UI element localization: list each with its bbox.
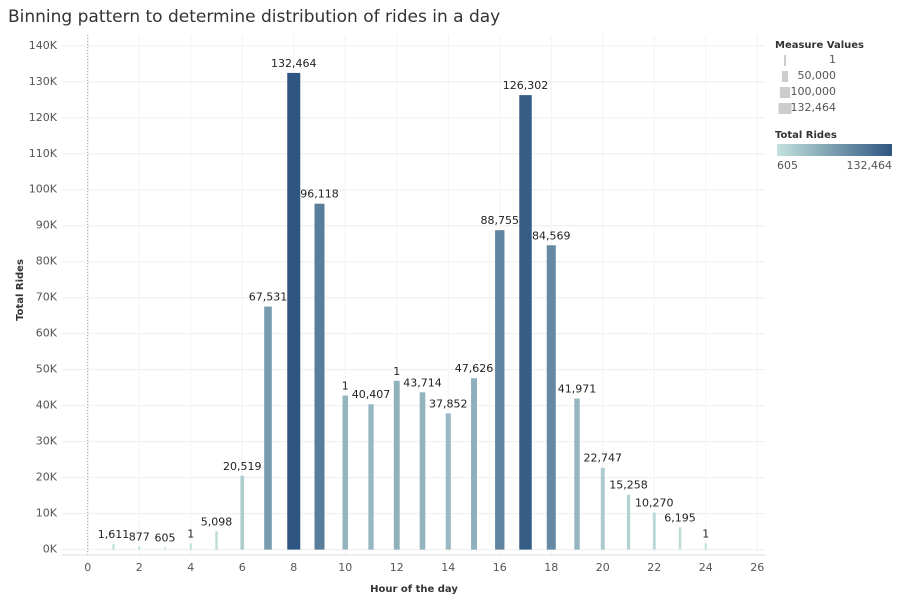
y-tick-label: 100K xyxy=(29,183,58,196)
color-legend-max: 132,464 xyxy=(847,159,893,172)
bar xyxy=(163,547,167,550)
bar xyxy=(112,543,115,550)
x-tick-label: 10 xyxy=(338,561,352,574)
color-legend-title: Total Rides xyxy=(775,130,837,141)
data-label: 15,258 xyxy=(609,479,648,492)
bar xyxy=(445,413,451,550)
data-label: 1 xyxy=(393,365,400,378)
data-label: 877 xyxy=(129,530,150,543)
data-label: 10,270 xyxy=(635,497,674,510)
bar xyxy=(264,306,272,550)
x-tick-label: 0 xyxy=(84,561,91,574)
data-label: 41,971 xyxy=(558,383,597,396)
y-tick-label: 30K xyxy=(36,435,58,448)
y-tick-label: 110K xyxy=(29,147,58,160)
x-tick-label: 14 xyxy=(441,561,455,574)
bar xyxy=(342,395,349,550)
size-legend-label: 50,000 xyxy=(798,69,837,82)
color-legend-min: 605 xyxy=(777,159,798,172)
x-tick-label: 12 xyxy=(390,561,404,574)
bar xyxy=(368,404,374,550)
size-swatch xyxy=(779,87,791,98)
data-label: 96,118 xyxy=(300,188,339,201)
bar xyxy=(393,380,400,550)
bar xyxy=(495,230,505,550)
bar xyxy=(419,392,426,550)
bar xyxy=(519,95,532,550)
size-legend-title: Measure Values xyxy=(775,40,864,51)
size-legend-label: 100,000 xyxy=(791,85,837,98)
bar xyxy=(652,512,656,550)
bar xyxy=(215,531,218,550)
data-label: 126,302 xyxy=(503,79,549,92)
data-label: 605 xyxy=(155,531,176,544)
bar xyxy=(287,72,301,550)
data-label: 1 xyxy=(342,380,349,393)
data-label: 1,611 xyxy=(98,528,130,541)
bar xyxy=(626,494,631,550)
y-tick-label: 120K xyxy=(29,111,58,124)
data-label: 37,852 xyxy=(429,397,468,410)
data-label: 84,569 xyxy=(532,229,571,242)
data-label: 22,747 xyxy=(584,452,623,465)
y-tick-label: 0K xyxy=(43,543,58,556)
y-tick-label: 60K xyxy=(36,327,58,340)
bar xyxy=(314,203,325,550)
data-label: 88,755 xyxy=(481,214,520,227)
y-tick-label: 50K xyxy=(36,363,58,376)
y-tick-label: 80K xyxy=(36,255,58,268)
bar xyxy=(704,543,707,550)
bar xyxy=(574,398,580,550)
bar xyxy=(189,543,192,550)
size-swatch xyxy=(778,103,792,114)
y-tick-label: 130K xyxy=(29,75,58,88)
color-ramp xyxy=(777,144,892,156)
bar xyxy=(678,527,682,550)
x-tick-label: 20 xyxy=(596,561,610,574)
bar xyxy=(138,546,141,550)
size-legend-label: 132,464 xyxy=(791,101,837,114)
bar xyxy=(600,467,605,550)
x-tick-label: 6 xyxy=(239,561,246,574)
bar xyxy=(471,378,477,550)
data-label: 1 xyxy=(187,527,194,540)
data-label: 40,407 xyxy=(352,388,391,401)
bar xyxy=(546,245,556,550)
x-tick-label: 2 xyxy=(136,561,143,574)
x-tick-label: 18 xyxy=(544,561,558,574)
x-axis-title: Hour of the day xyxy=(370,584,458,595)
x-tick-label: 8 xyxy=(290,561,297,574)
y-tick-label: 140K xyxy=(29,39,58,52)
data-label: 5,098 xyxy=(201,515,233,528)
x-tick-label: 26 xyxy=(750,561,764,574)
x-tick-label: 24 xyxy=(699,561,713,574)
size-legend-label: 1 xyxy=(829,53,836,66)
size-swatch xyxy=(783,55,786,66)
x-tick-label: 4 xyxy=(187,561,194,574)
data-label: 20,519 xyxy=(223,460,262,473)
data-label: 67,531 xyxy=(249,291,288,304)
bar xyxy=(240,475,245,550)
chart-title: Binning pattern to determine distributio… xyxy=(8,7,500,27)
y-tick-label: 10K xyxy=(36,507,58,520)
y-tick-label: 90K xyxy=(36,219,58,232)
data-label: 132,464 xyxy=(271,57,317,70)
y-tick-label: 40K xyxy=(36,399,58,412)
y-tick-label: 20K xyxy=(36,471,58,484)
data-label: 6,195 xyxy=(664,511,696,524)
data-label: 1 xyxy=(702,527,709,540)
x-tick-label: 16 xyxy=(493,561,507,574)
data-label: 47,626 xyxy=(455,362,494,375)
y-tick-label: 70K xyxy=(36,291,58,304)
x-tick-label: 22 xyxy=(647,561,661,574)
size-swatch xyxy=(781,71,789,82)
y-axis-title: Total Rides xyxy=(15,259,26,321)
data-label: 43,714 xyxy=(403,376,442,389)
